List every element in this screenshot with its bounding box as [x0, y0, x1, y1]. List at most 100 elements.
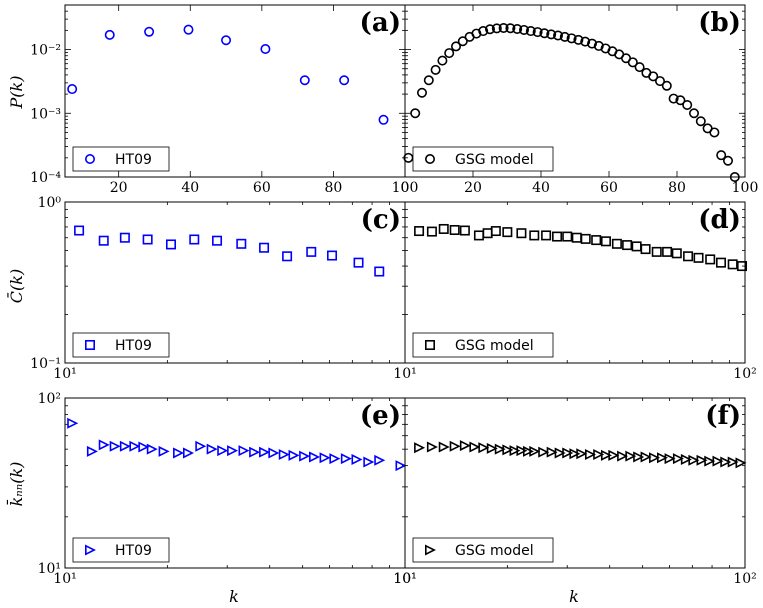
- legend-c: HT09: [72, 332, 170, 358]
- data-point: [238, 445, 250, 457]
- data-point: [729, 172, 740, 183]
- y-tick-label: 10⁻¹: [30, 356, 61, 372]
- legend-marker: [85, 154, 96, 165]
- data-point: [709, 127, 720, 138]
- data-point: [539, 28, 550, 39]
- data-point: [494, 443, 506, 455]
- data-point: [552, 30, 563, 41]
- data-point: [648, 71, 659, 82]
- data-point: [268, 447, 280, 459]
- data-point: [129, 440, 141, 452]
- x-tick-label: 60: [253, 180, 271, 196]
- data-point: [182, 447, 194, 459]
- x-tick-label: 10²: [733, 366, 756, 382]
- legend-label: HT09: [115, 543, 152, 559]
- x-tick-label: 10¹: [393, 571, 416, 587]
- data-point: [259, 242, 270, 253]
- data-point: [482, 228, 493, 239]
- data-point: [704, 455, 716, 467]
- data-point: [195, 440, 207, 452]
- data-point: [339, 75, 350, 86]
- data-point: [720, 456, 732, 468]
- data-point: [414, 442, 426, 454]
- legend-label: GSG model: [455, 152, 534, 168]
- data-point: [735, 457, 747, 469]
- data-point: [631, 241, 642, 252]
- data-point: [426, 226, 437, 237]
- data-point: [98, 439, 110, 451]
- data-point: [183, 24, 194, 35]
- panel-f: 10¹ 10² (f) GSG model: [393, 397, 757, 587]
- data-point: [509, 445, 521, 457]
- data-point: [622, 240, 633, 251]
- data-point: [661, 80, 672, 91]
- data-point: [457, 36, 468, 47]
- x-tick-label: 40: [181, 180, 199, 196]
- x-tick-label: 80: [668, 180, 686, 196]
- data-point: [571, 232, 582, 243]
- data-point: [502, 227, 513, 238]
- data-point: [67, 417, 79, 429]
- data-point: [627, 57, 638, 68]
- data-point: [374, 266, 385, 277]
- y-tick-label: 10⁰: [38, 195, 62, 211]
- x-axis-label-right: k: [569, 587, 579, 606]
- x-tick-label: 100: [732, 180, 759, 196]
- data-point: [236, 238, 247, 249]
- data-point: [449, 440, 461, 452]
- data-point: [672, 453, 684, 465]
- data-point: [696, 454, 708, 466]
- data-point: [664, 453, 676, 465]
- legend-f: GSG model: [412, 537, 554, 563]
- panel-label-a: (a): [360, 8, 401, 38]
- data-point: [566, 33, 577, 44]
- data-point: [716, 150, 727, 161]
- data-point: [705, 254, 716, 265]
- legend-box: [72, 146, 170, 172]
- data-point: [299, 75, 310, 86]
- data-point: [227, 445, 239, 457]
- data-point: [683, 251, 694, 262]
- data-point: [363, 456, 375, 468]
- data-point: [142, 234, 153, 245]
- legend-d: GSG model: [412, 332, 554, 358]
- data-point: [423, 75, 434, 86]
- data-point: [608, 449, 620, 461]
- data-point: [584, 449, 596, 461]
- data-point: [259, 446, 271, 458]
- axes-frame-d: [404, 201, 746, 364]
- data-point: [444, 48, 455, 59]
- data-point: [98, 235, 109, 246]
- x-tick-label: 10²: [733, 571, 756, 587]
- x-tick-label: 10¹: [393, 571, 416, 587]
- data-point: [640, 451, 652, 463]
- data-point: [119, 440, 131, 452]
- data-point: [634, 62, 645, 73]
- x-tick-label: 80: [325, 180, 343, 196]
- data-point: [538, 446, 550, 458]
- data-point: [309, 451, 321, 463]
- data-point: [104, 29, 115, 40]
- data-point: [306, 246, 317, 257]
- legend-label: GSG model: [455, 338, 534, 354]
- y-tick-label: 10⁻²: [30, 43, 61, 59]
- data-point: [438, 441, 450, 453]
- data-point: [675, 95, 686, 106]
- data-point: [206, 443, 218, 455]
- data-point: [656, 452, 668, 464]
- data-point: [688, 108, 699, 119]
- data-point: [165, 239, 176, 250]
- y-tick-label: 10⁻⁴: [30, 170, 61, 186]
- data-point: [512, 24, 523, 35]
- data-point: [662, 246, 673, 257]
- data-point: [688, 454, 700, 466]
- data-point: [478, 442, 490, 454]
- legend-box: [412, 537, 554, 563]
- data-point: [484, 24, 495, 35]
- data-point: [450, 41, 461, 52]
- data-point: [282, 251, 293, 262]
- data-point: [593, 449, 605, 461]
- data-point: [737, 261, 748, 272]
- data-point: [640, 244, 651, 255]
